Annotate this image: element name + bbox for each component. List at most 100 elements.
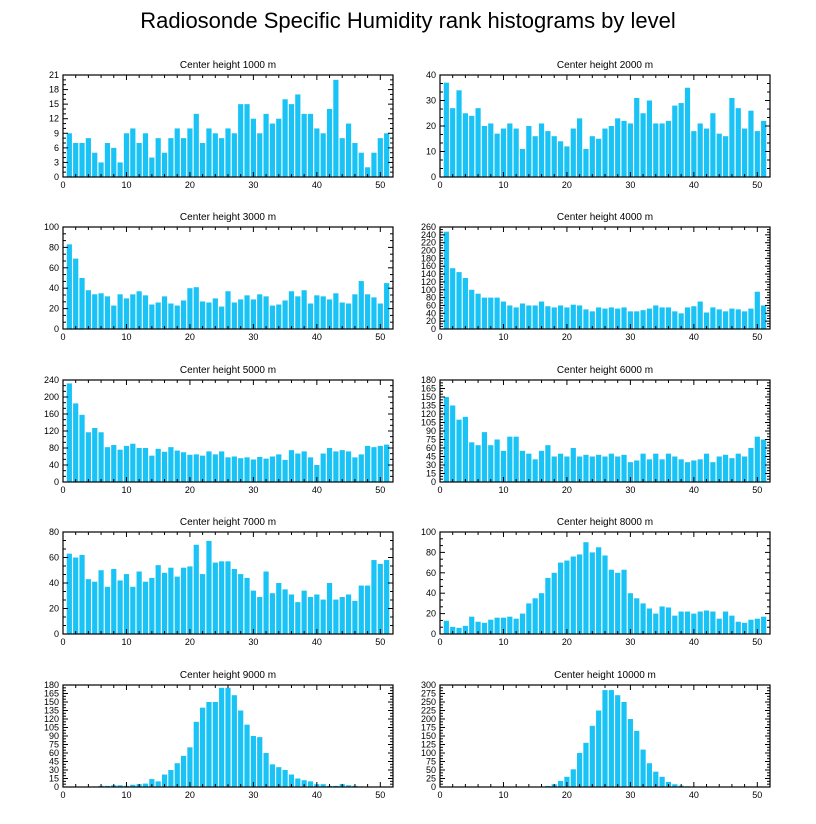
histogram-bar: [697, 611, 703, 634]
histogram-bar: [142, 448, 149, 482]
histogram-bar: [276, 304, 282, 329]
histogram-bar: [295, 94, 301, 177]
histogram-bar: [475, 293, 481, 329]
histogram-bar: [161, 152, 168, 177]
histogram-bar: [691, 131, 697, 177]
histogram-bar: [238, 710, 244, 787]
x-tick-label: 30: [625, 180, 635, 190]
histogram-bar: [231, 456, 237, 482]
histogram-bar: [748, 448, 754, 482]
histogram-bar: [333, 293, 339, 329]
histogram-bar: [352, 457, 358, 482]
histogram-bar: [200, 574, 206, 634]
x-tick-label: 40: [312, 332, 322, 342]
histogram-bar: [244, 724, 250, 787]
histogram-bar: [339, 138, 345, 177]
histogram-bar: [358, 152, 364, 177]
histogram-bar: [551, 307, 557, 329]
histogram-bar: [352, 294, 358, 329]
histogram-bar: [269, 593, 276, 634]
histogram-bar: [187, 566, 193, 634]
y-tick-label: 125: [421, 740, 436, 750]
x-tick-label: 50: [752, 332, 762, 342]
y-tick-label: 0: [431, 324, 436, 334]
y-tick-label: 15: [426, 469, 436, 479]
histogram-bar: [475, 621, 481, 634]
histogram-bar: [634, 598, 640, 634]
histogram-panel-6: Center height 6000 m0 10 20 30 40 50015304560…: [421, 365, 771, 495]
x-tick-label: 30: [248, 180, 258, 190]
histogram-bar: [326, 109, 333, 177]
histogram-bar: [231, 133, 237, 177]
y-tick-label: 150: [421, 731, 436, 741]
panel-title: Center height 9000 m: [180, 670, 276, 681]
y-tick-label: 0: [431, 172, 436, 182]
histogram-bar: [257, 597, 263, 634]
histogram-bar: [538, 593, 545, 634]
histogram-bar: [180, 300, 187, 329]
histogram-bar: [174, 305, 180, 329]
histogram-bar: [462, 113, 468, 177]
y-tick-label: 60: [426, 443, 436, 453]
x-tick-label: 0: [437, 332, 442, 342]
histogram-bar: [526, 305, 532, 329]
histogram-bar: [494, 617, 500, 634]
histogram-bar: [551, 456, 557, 482]
x-tick-label: 10: [498, 332, 508, 342]
histogram-bar: [225, 457, 231, 482]
histogram-bar: [488, 123, 494, 177]
histogram-bar: [754, 436, 760, 482]
histogram-panel-2: Center height 2000 m 0 10 20 30 40 50 0 10 20 30 40: [426, 60, 771, 190]
panel-title: Center height 5000 m: [180, 365, 276, 376]
y-tick-label: 20: [49, 304, 59, 314]
y-tick-label: 150: [44, 697, 59, 707]
y-tick-label: 120: [44, 426, 59, 436]
histogram-bar: [469, 616, 475, 634]
histogram-bar: [314, 594, 320, 634]
y-tick-label: 200: [421, 714, 436, 724]
y-tick-label: 60: [426, 300, 436, 310]
histogram-bar: [615, 572, 621, 634]
histogram-bar: [557, 305, 564, 329]
y-tick-label: 40: [49, 460, 59, 470]
x-tick-label: 50: [375, 485, 385, 495]
x-tick-label: 30: [248, 790, 258, 800]
y-tick-label: 175: [421, 723, 436, 733]
y-tick-label: 80: [49, 443, 59, 453]
histogram-panel-10: Center height 10000 m0 10 20 30 40 5002550751…: [421, 670, 771, 800]
histogram-bar: [526, 453, 532, 482]
panel-title: Center height 10000 m: [554, 670, 656, 681]
histogram-bar: [691, 306, 697, 329]
histogram-bar: [257, 133, 263, 177]
histogram-bar: [602, 456, 608, 482]
histogram-bar: [276, 454, 282, 483]
y-tick-label: 135: [44, 706, 59, 716]
histogram-bar: [703, 453, 710, 482]
histogram-bar: [130, 586, 136, 634]
y-tick-label: 45: [49, 757, 59, 767]
histogram-bar: [596, 547, 602, 634]
histogram-bar: [333, 451, 339, 482]
histogram-bar: [500, 128, 507, 177]
histogram-bar: [314, 128, 320, 177]
x-tick-label: 30: [625, 332, 635, 342]
x-tick-label: 40: [312, 790, 322, 800]
histogram-bar: [526, 126, 532, 177]
x-tick-label: 10: [498, 485, 508, 495]
histogram-bar: [627, 462, 633, 482]
histogram-bar: [443, 620, 449, 634]
histogram-bar: [219, 138, 225, 177]
histogram-bar: [282, 770, 288, 787]
histogram-bar: [193, 454, 199, 483]
histogram-bar: [365, 445, 371, 483]
y-tick-label: 60: [426, 568, 436, 578]
histogram-bar: [219, 687, 225, 787]
histogram-bar: [123, 298, 130, 329]
histogram-bar: [443, 82, 449, 177]
histogram-bar: [634, 460, 640, 482]
histogram-bar: [678, 313, 684, 329]
y-tick-label: 60: [49, 748, 59, 758]
histogram-bar: [365, 585, 371, 634]
histogram-bar: [85, 290, 91, 329]
histogram-bar: [238, 458, 244, 482]
